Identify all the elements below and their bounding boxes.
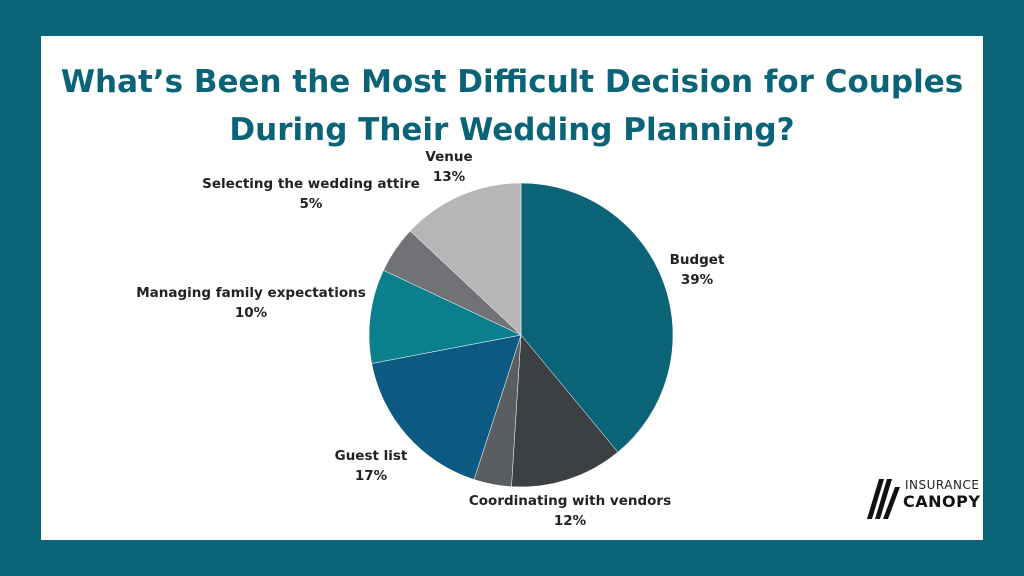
label-attire-value: 5% xyxy=(299,196,323,212)
label-coordinating-with-vendors: Coordinating with vendors 12% xyxy=(460,491,680,531)
label-selecting-the-wedding-attire: Selecting the wedding attire 5% xyxy=(191,174,431,214)
canopy-logo-icon xyxy=(867,479,900,519)
chart-title-line-2: During Their Wedding Planning? xyxy=(229,112,795,148)
label-attire-name: Selecting the wedding attire xyxy=(202,176,420,192)
pie-chart xyxy=(368,182,674,488)
insurance-canopy-logo: INSURANCE CANOPY xyxy=(865,473,980,529)
pie-slice-managing-family-expectations xyxy=(368,269,522,364)
label-venue: Venue 13% xyxy=(394,147,504,187)
label-coordinating-value: 12% xyxy=(553,513,587,529)
chart-title: What’s Been the Most Difficult Decision … xyxy=(41,58,983,154)
logo-line-1: INSURANCE xyxy=(905,478,980,492)
label-venue-name: Venue xyxy=(425,149,473,165)
label-venue-value: 13% xyxy=(432,169,466,185)
pie-slice-venue xyxy=(409,182,522,336)
logo-line-2: CANOPY xyxy=(903,492,981,511)
chart-title-line-1: What’s Been the Most Difficult Decision … xyxy=(60,64,964,100)
label-managing-value: 10% xyxy=(234,305,268,321)
label-budget: Budget 39% xyxy=(647,250,747,290)
label-managing-family-expectations: Managing family expectations 10% xyxy=(121,283,381,323)
pie-slice-guest-list xyxy=(371,334,522,480)
label-coordinating-name: Coordinating with vendors xyxy=(468,493,672,509)
label-guest-list: Guest list 17% xyxy=(316,446,426,486)
pie-slice-coordinating-with-vendors xyxy=(511,334,619,488)
label-guest-list-value: 17% xyxy=(354,468,388,484)
label-budget-value: 39% xyxy=(680,272,714,288)
pie-slice-budget xyxy=(520,182,674,453)
label-managing-name: Managing family expectations xyxy=(136,285,366,301)
label-guest-list-name: Guest list xyxy=(334,448,408,464)
chart-card: What’s Been the Most Difficult Decision … xyxy=(41,36,983,540)
label-budget-name: Budget xyxy=(669,252,725,268)
